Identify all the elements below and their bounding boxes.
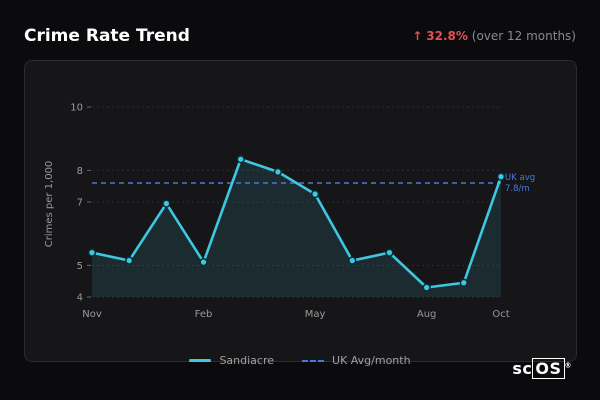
chart-card: 4 5 7 8 10 Crimes per 1,000 Nov Feb May Aug Oct UK …: [24, 60, 577, 362]
x-tick-label: Feb: [195, 309, 213, 320]
change-indicator: ↑ 32.8% (over 12 months): [412, 29, 576, 43]
change-arrow: ↑: [412, 29, 423, 43]
legend: Sandiacre UK Avg/month: [0, 354, 600, 367]
y-tick-label: 8: [77, 166, 83, 177]
x-tick-label: May: [305, 309, 326, 320]
chart-title: Crime Rate Trend: [24, 26, 190, 46]
data-point: [422, 283, 431, 292]
y-tick-label: 10: [70, 103, 83, 114]
change-note: (over 12 months): [471, 29, 576, 43]
data-point: [236, 155, 245, 164]
data-point: [87, 248, 97, 257]
data-point: [385, 248, 394, 257]
line-chart: 4 5 7 8 10 Crimes per 1,000 Nov Feb May Aug Oct UK …: [44, 103, 535, 321]
data-point: [310, 189, 320, 199]
legend-label-avg: UK Avg/month: [332, 354, 411, 367]
data-point: [125, 256, 134, 265]
data-point: [273, 167, 283, 177]
uk-average-value-label: 7.8/m: [505, 184, 530, 194]
series-area: [92, 159, 501, 297]
legend-swatch-series: [189, 359, 212, 362]
legend-swatch-avg: [302, 359, 325, 362]
x-tick-label: Aug: [417, 309, 437, 320]
scos-logo: sc OS ®: [512, 358, 572, 379]
y-axis-label: Crimes per 1,000: [44, 161, 55, 248]
legend-item-series[interactable]: Sandiacre: [189, 354, 274, 367]
y-tick-label: 5: [77, 261, 83, 272]
legend-item-avg[interactable]: UK Avg/month: [302, 354, 411, 367]
x-tick-label: Nov: [82, 309, 102, 320]
legend-label-series: Sandiacre: [219, 354, 275, 367]
uk-average-label: UK avg: [505, 173, 535, 183]
y-tick-label: 4: [77, 293, 83, 304]
data-point: [162, 199, 171, 208]
change-value: 32.8%: [426, 29, 468, 43]
data-point: [348, 256, 357, 265]
x-tick-label: Oct: [492, 309, 509, 320]
data-point: [496, 172, 506, 181]
data-point: [199, 258, 208, 267]
y-tick-label: 7: [77, 198, 83, 209]
data-point: [459, 278, 468, 287]
series-line: [91, 157, 503, 289]
